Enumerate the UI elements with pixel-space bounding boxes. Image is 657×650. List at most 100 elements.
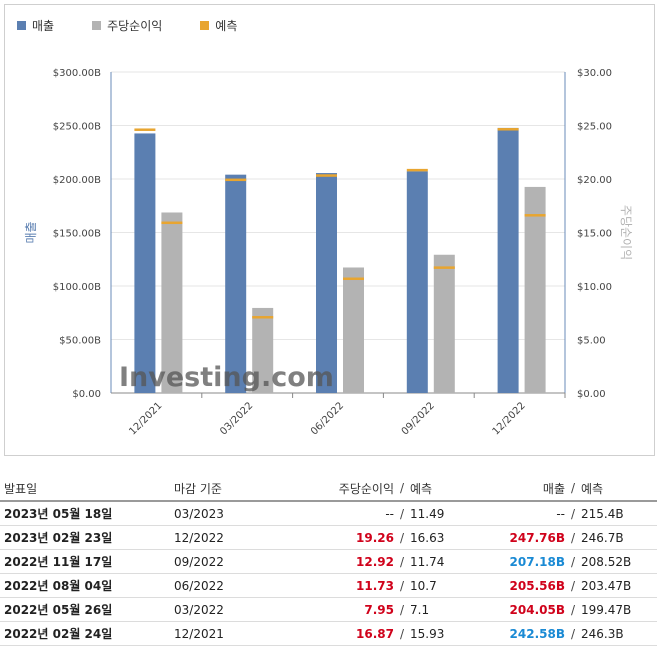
row-eps: 11.73 <box>274 573 394 598</box>
row-date: 2022년 11월 17일 <box>0 549 174 574</box>
row-rev-forecast: 215.4B <box>581 501 657 526</box>
header-eps: 주당순이익 <box>274 476 394 502</box>
eps-forecast-marker <box>161 221 183 225</box>
row-rev-sep: / <box>565 597 581 622</box>
x-tick-label: 03/2022 <box>218 400 255 437</box>
row-revenue: -- <box>475 501 565 526</box>
y-axis-title: 매출 <box>24 221 38 243</box>
row-rev-forecast: 246.7B <box>581 525 657 550</box>
table-row: 2022년 02월 24일 12/2021 16.87/15.93 242.58B/2… <box>0 621 657 646</box>
chart-plot: $0.00 $50.00B $100.00B $150.00B $200.00B $250… <box>24 68 633 437</box>
row-rev-sep: / <box>565 621 581 646</box>
row-eps: 19.26 <box>274 525 394 550</box>
y2-axis-title: 주당순이익 <box>619 205 633 260</box>
row-rev-forecast: 199.47B <box>581 597 657 622</box>
y-tick-label: $200.00B <box>53 175 101 186</box>
row-eps-forecast: 11.74 <box>410 549 475 574</box>
investing-logo-watermark: Investing.com <box>119 362 334 393</box>
row-eps: 16.87 <box>274 621 394 646</box>
row-eps-forecast: 10.7 <box>410 573 475 598</box>
row-eps-forecast: 15.93 <box>410 621 475 646</box>
row-eps-sep: / <box>394 501 410 526</box>
header-revenue: 매출 <box>475 476 565 502</box>
row-period: 09/2022 <box>174 549 274 574</box>
legend-label-eps: 주당순이익 <box>107 19 163 33</box>
row-period: 06/2022 <box>174 573 274 598</box>
row-period: 03/2023 <box>174 501 274 526</box>
header-eps-sep: / <box>394 476 410 502</box>
row-rev-sep: / <box>565 573 581 598</box>
eps-forecast-marker <box>433 266 455 269</box>
row-date: 2022년 08월 04일 <box>0 573 174 598</box>
legend-label-revenue: 매출 <box>32 19 55 33</box>
x-tick-label: 12/2021 <box>127 400 164 437</box>
table-row: 2023년 02월 23일 12/2022 19.26/16.63 247.76B/2… <box>0 525 657 550</box>
row-eps-sep: / <box>394 573 410 598</box>
y2-tick-label: $5.00 <box>577 336 606 347</box>
row-eps-forecast: 7.1 <box>410 597 475 622</box>
earnings-chart: 매출 주당순이익 예측 $0.00 $50.00B $100.00B $150.00B… <box>4 4 655 456</box>
row-rev-sep: / <box>565 525 581 550</box>
row-rev-forecast: 203.47B <box>581 573 657 598</box>
row-date: 2022년 05월 26일 <box>0 597 174 622</box>
eps-bar <box>524 186 546 393</box>
eps-bar <box>433 254 455 393</box>
row-revenue: 242.58B <box>475 621 565 646</box>
revenue-forecast-marker <box>406 168 428 172</box>
eps-bar <box>343 267 364 393</box>
y-tick-label: $300.00B <box>53 68 101 79</box>
x-tick-label: 06/2022 <box>309 400 346 437</box>
revenue-bar <box>406 171 428 393</box>
y2-tick-label: $10.00 <box>577 282 612 293</box>
revenue-bar <box>134 133 156 394</box>
y-tick-label: $150.00B <box>53 229 101 240</box>
y2-tick-label: $20.00 <box>577 175 612 186</box>
row-rev-forecast: 208.52B <box>581 549 657 574</box>
y-tick-label: $250.00B <box>53 122 101 133</box>
row-revenue: 207.18B <box>475 549 565 574</box>
table-row: 2022년 05월 26일 03/2022 7.95/7.1 204.05B/199.… <box>0 597 657 622</box>
row-date: 2023년 05월 18일 <box>0 501 174 526</box>
row-rev-forecast: 246.3B <box>581 621 657 646</box>
table-row: 2022년 11월 17일 09/2022 12.92/11.74 207.18B/2… <box>0 549 657 574</box>
row-date: 2023년 02월 23일 <box>0 525 174 550</box>
legend-item-forecast: 예측 <box>200 17 237 34</box>
y2-tick-label: $30.00 <box>577 68 612 79</box>
table-row: 2022년 08월 04일 06/2022 11.73/10.7 205.56B/20… <box>0 573 657 598</box>
earnings-table: 발표일 마감 기준 주당순이익 / 예측 매출 / 예측 2023년 05월 1… <box>0 476 657 646</box>
header-date: 발표일 <box>0 476 174 502</box>
eps-bar <box>161 212 183 393</box>
revenue-bar <box>316 173 337 393</box>
eps-forecast-marker <box>343 277 364 281</box>
row-revenue: 247.76B <box>475 525 565 550</box>
legend-item-eps: 주당순이익 <box>92 17 162 34</box>
row-eps: -- <box>274 501 394 526</box>
revenue-forecast-marker <box>316 174 337 177</box>
row-period: 03/2022 <box>174 597 274 622</box>
row-date: 2022년 02월 24일 <box>0 621 174 646</box>
y2-tick-label: $15.00 <box>577 229 612 240</box>
legend-swatch-forecast <box>200 21 210 30</box>
row-eps-sep: / <box>394 621 410 646</box>
chart-legend: 매출 주당순이익 예측 <box>17 17 275 34</box>
row-rev-sep: / <box>565 549 581 574</box>
y-tick-label: $0.00 <box>72 389 101 400</box>
row-period: 12/2021 <box>174 621 274 646</box>
legend-item-revenue: 매출 <box>17 17 54 34</box>
x-tick-label: 12/2022 <box>491 400 528 437</box>
row-eps-sep: / <box>394 525 410 550</box>
eps-forecast-marker <box>252 316 274 319</box>
row-eps: 12.92 <box>274 549 394 574</box>
revenue-forecast-marker <box>134 128 156 131</box>
legend-label-forecast: 예측 <box>215 19 238 33</box>
row-revenue: 205.56B <box>475 573 565 598</box>
y-tick-label: $50.00B <box>59 336 101 347</box>
row-eps-sep: / <box>394 549 410 574</box>
header-period: 마감 기준 <box>174 476 274 502</box>
header-eps-forecast: 예측 <box>410 476 475 502</box>
y-tick-label: $100.00B <box>53 282 101 293</box>
y2-tick-label: $25.00 <box>577 122 612 133</box>
revenue-bar <box>225 174 247 393</box>
header-rev-sep: / <box>565 476 581 502</box>
row-eps-forecast: 16.63 <box>410 525 475 550</box>
